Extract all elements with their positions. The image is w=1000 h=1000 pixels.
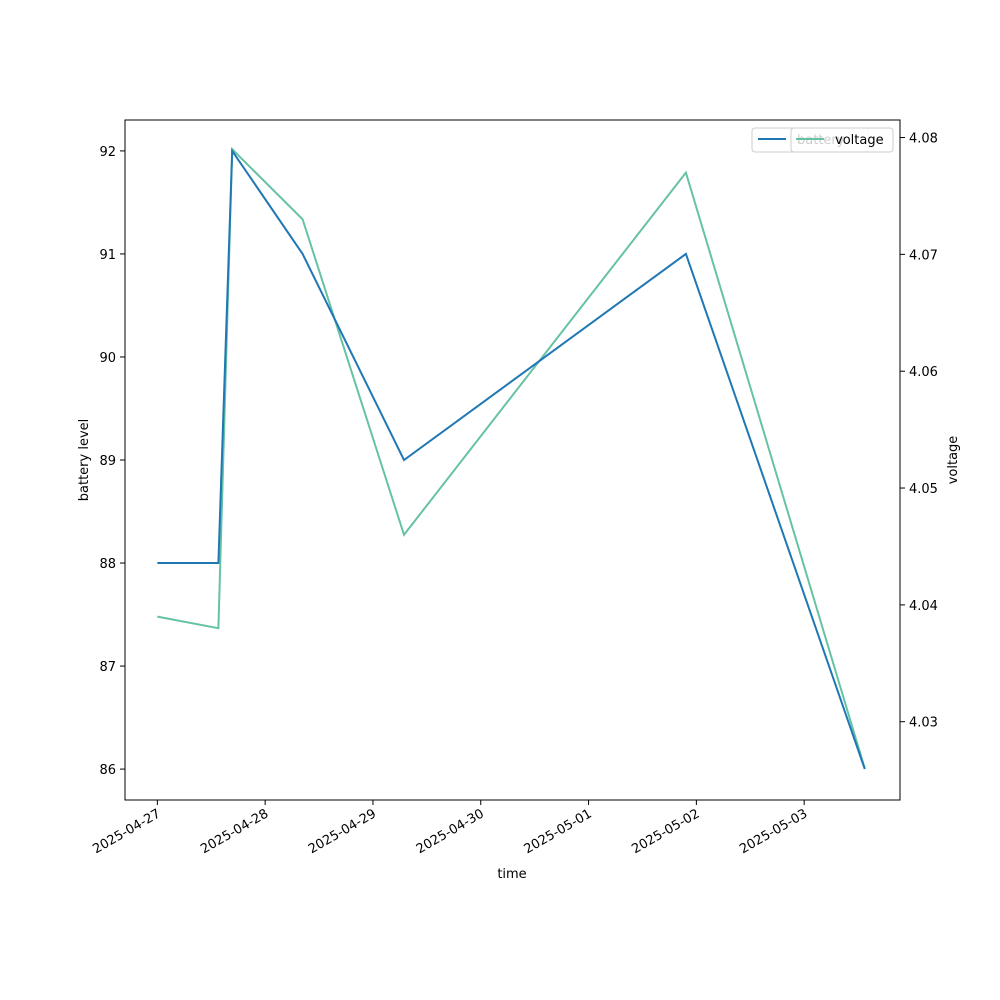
y-right-tick-label: 4.03 (909, 716, 938, 731)
y-tick-label: 86 (99, 763, 116, 778)
y-axis-ticks: 86 87 88 89 90 91 92 (99, 145, 125, 778)
y-right-axis-label: voltage (946, 436, 961, 485)
legend-label-voltage: voltage (835, 133, 884, 148)
y-tick-label: 88 (99, 557, 116, 572)
y-tick-label: 91 (99, 248, 116, 263)
y-right-tick-label: 4.08 (909, 132, 938, 147)
y-axis-label: battery level (77, 419, 92, 502)
y-right-tick-label: 4.07 (909, 248, 938, 263)
plot-area (157, 146, 866, 770)
series-line-voltage (157, 146, 866, 769)
x-axis-label: time (497, 867, 526, 882)
y-right-tick-label: 4.04 (909, 599, 938, 614)
y-tick-label: 92 (99, 145, 116, 160)
y-tick-label: 87 (99, 660, 116, 675)
legend-right-axis: voltage (790, 127, 894, 153)
y-right-tick-label: 4.05 (909, 482, 938, 497)
y-right-axis-ticks: 4.03 4.04 4.05 4.06 4.07 4.08 (900, 132, 938, 731)
y-tick-label: 89 (99, 454, 116, 469)
y-right-tick-label: 4.06 (909, 365, 938, 380)
legend-box (790, 127, 894, 153)
series-line-battery (157, 147, 866, 770)
y-tick-label: 90 (99, 351, 116, 366)
